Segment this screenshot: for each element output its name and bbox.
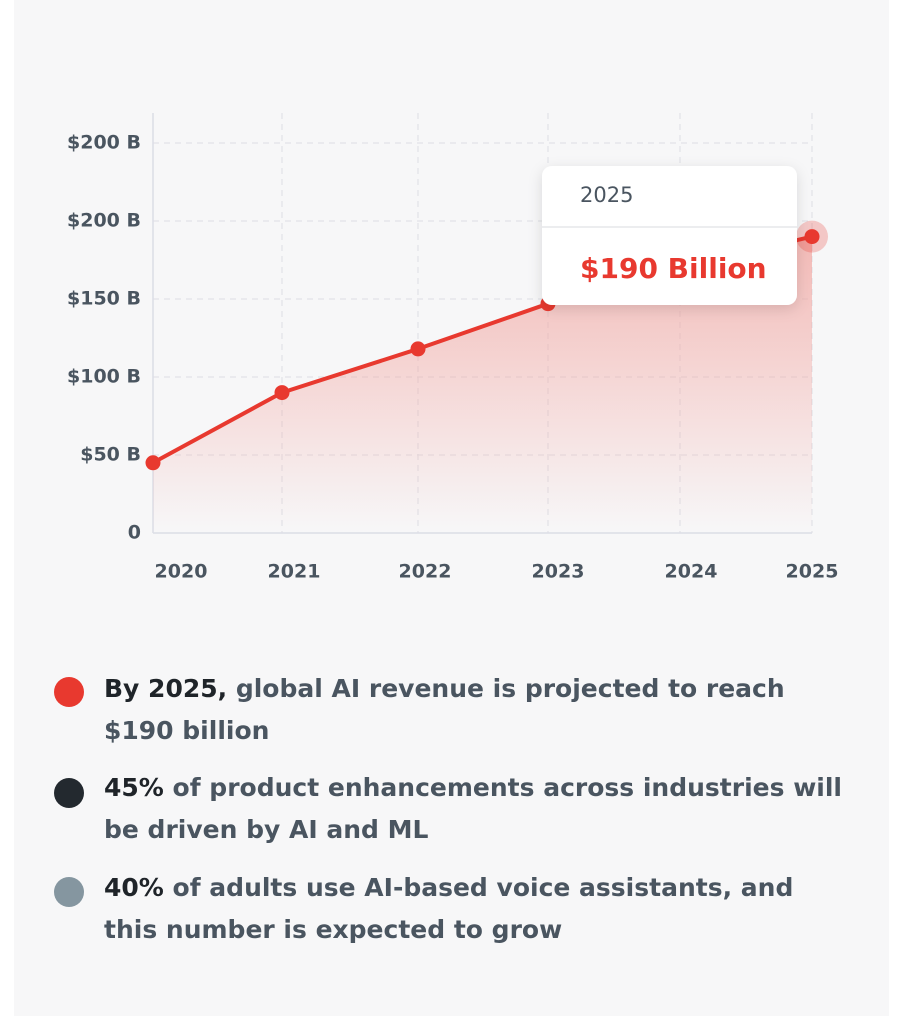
note-highlight: By 2025,: [104, 674, 228, 703]
y-tick-label: $150 B: [67, 288, 141, 310]
chart: 0 $50 B $100 B $150 B $200 B $200 B 2020 2021 20…: [67, 113, 839, 583]
note: 40% of adults use AI-based voice assista…: [104, 867, 854, 951]
y-tick-label: 0: [128, 522, 141, 544]
y-tick-label: $200 B: [67, 132, 141, 154]
point: [804, 229, 820, 245]
bullet: [54, 877, 84, 907]
x-tick-label: 2020: [155, 561, 208, 583]
x-tick-label: 2021: [268, 561, 321, 583]
note: 45% of product enhancements across indus…: [104, 767, 854, 851]
point: [274, 385, 290, 401]
y-tick-label: $100 B: [67, 366, 141, 388]
point: [410, 341, 426, 357]
y-tick-label: $200 B: [67, 210, 141, 232]
tooltip-box: [542, 166, 797, 305]
tooltip-value: $190 Billion: [580, 252, 767, 285]
note-highlight: 40%: [104, 873, 164, 902]
tooltip: 2025 $190 Billion: [542, 166, 797, 305]
point: [145, 455, 161, 471]
bullet: [54, 677, 84, 707]
tooltip-title: 2025: [580, 183, 633, 207]
x-tick-label: 2022: [399, 561, 452, 583]
bullet: [54, 778, 84, 808]
note-text: global AI revenue is projected to reach …: [104, 674, 785, 745]
note-text: of product enhancements across industrie…: [104, 773, 842, 844]
x-tick-label: 2025: [786, 561, 839, 583]
area: [153, 236, 812, 533]
note-highlight: 45%: [104, 773, 164, 802]
x-tick-label: 2023: [532, 561, 585, 583]
note-text: of adults use AI-based voice assistants,…: [104, 873, 794, 944]
note: By 2025, global AI revenue is projected …: [104, 668, 854, 752]
y-tick-label: $50 B: [80, 444, 141, 466]
x-tick-label: 2024: [665, 561, 718, 583]
